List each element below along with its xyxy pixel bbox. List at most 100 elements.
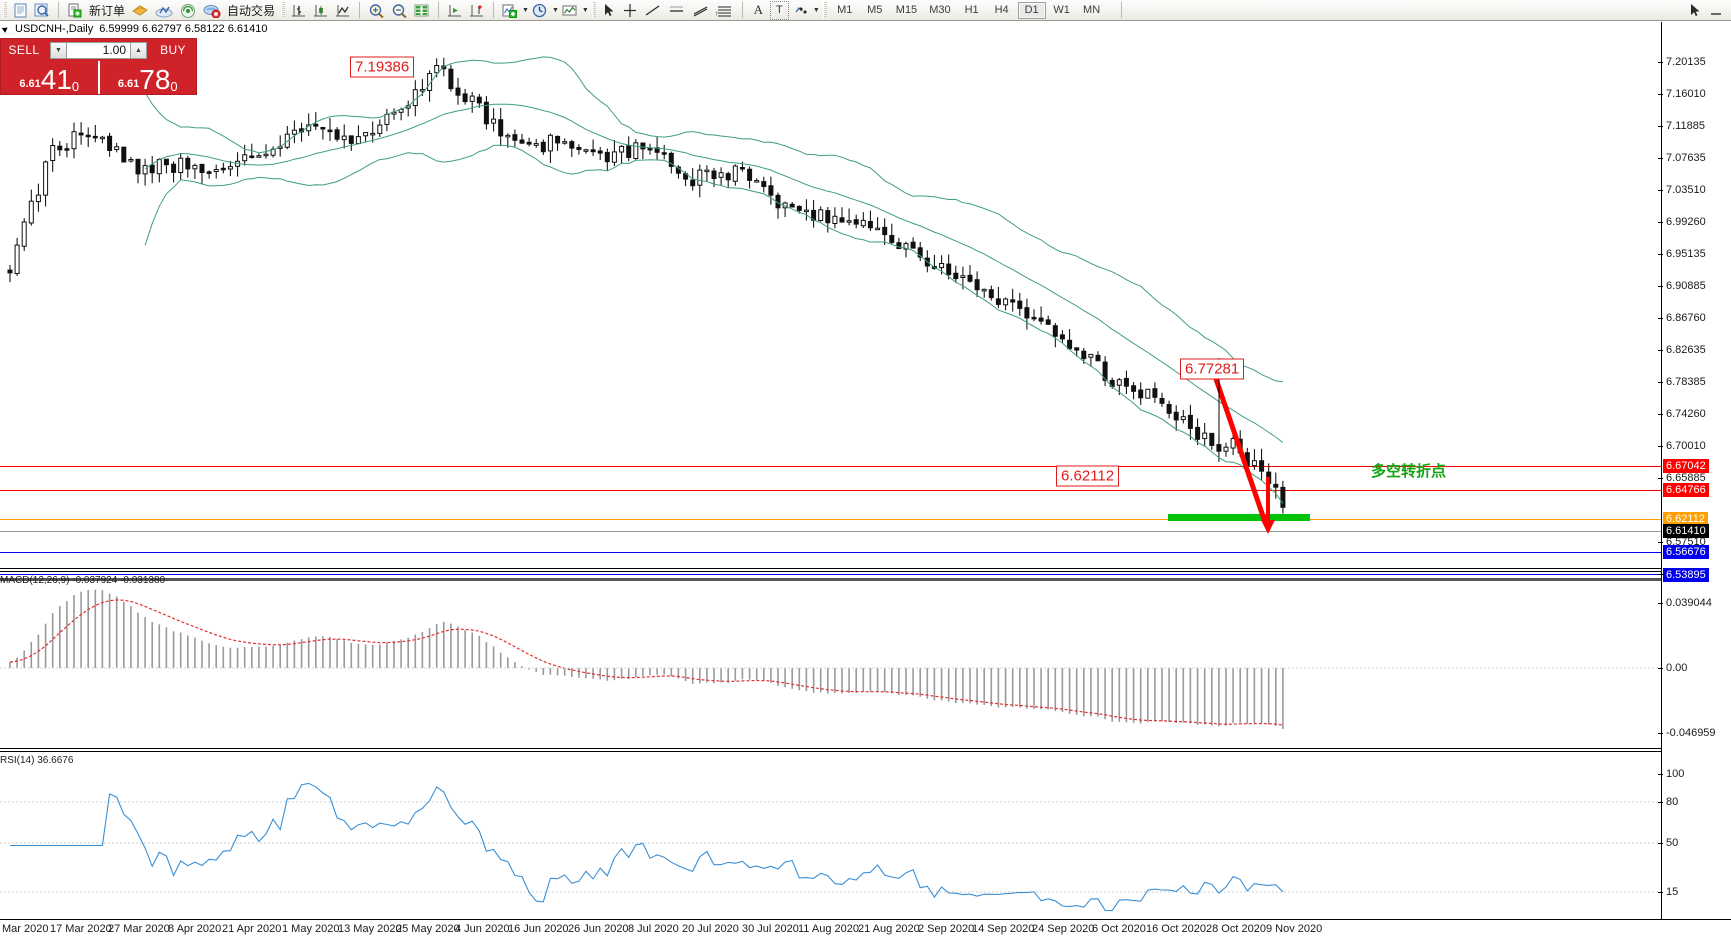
text-icon[interactable]: A [749, 1, 768, 20]
support-line-3[interactable] [0, 578, 1661, 581]
volume-stepper[interactable]: ▼ 1.00 ▲ [50, 41, 147, 59]
buy-price[interactable]: 6.61 78 0 [97, 61, 197, 94]
timeframe-m5[interactable]: M5 [867, 4, 883, 16]
price-scale-highlight[interactable]: 6.53895 [1663, 568, 1709, 582]
pane-separator-macd-2 [0, 571, 1661, 572]
trendline-icon[interactable] [642, 1, 664, 20]
toolbar-grip-2[interactable] [281, 2, 286, 18]
price-tick [1658, 446, 1663, 447]
support-line-1[interactable] [0, 552, 1661, 553]
objects-icon[interactable] [791, 1, 811, 20]
current-price-line[interactable] [0, 531, 1661, 532]
timeframe-m30[interactable]: M30 [929, 4, 951, 16]
timeframe-h4[interactable]: H4 [994, 4, 1009, 16]
objects-dropdown-arrow[interactable]: ▼ [812, 6, 820, 14]
pivot-line[interactable] [0, 519, 1661, 520]
price-scale-label: 6.95135 [1666, 248, 1706, 260]
new-order-icon[interactable] [65, 1, 85, 20]
text-label-icon[interactable]: T [769, 0, 789, 20]
candlestick-chart-icon[interactable] [311, 1, 331, 20]
price-label-support[interactable]: 6.62112 [1056, 465, 1120, 487]
symbol-info-line: USDCNH-,Daily 6.59999 6.62797 6.58122 6.… [0, 22, 267, 36]
timeframe-h1[interactable]: H1 [964, 4, 979, 16]
cursor-icon[interactable] [600, 1, 619, 20]
zoom-out-icon[interactable] [389, 1, 410, 20]
period-dropdown-arrow[interactable]: ▼ [551, 6, 559, 14]
price-scale-highlight[interactable]: 6.64766 [1663, 483, 1709, 497]
timeframe-group: M1 M5 M15 M30 H1 H4 D1 W1 MN [830, 1, 1107, 19]
timeframe-d1[interactable]: D1 [1017, 1, 1046, 19]
price-label-swing[interactable]: 6.77281 [1180, 358, 1245, 380]
autotrading-label[interactable]: 自动交易 [227, 3, 276, 18]
price-candles [7, 56, 1286, 514]
toolbar-grip-3[interactable] [591, 2, 596, 18]
chart-shift-icon[interactable] [445, 1, 465, 20]
templates-dropdown-arrow[interactable]: ▼ [581, 6, 589, 14]
price-scale-label: 7.16010 [1666, 88, 1706, 100]
buy-button[interactable]: BUY [160, 43, 186, 57]
text-icon-glyph: A [753, 2, 764, 17]
indicators-dropdown-arrow[interactable]: ▼ [522, 6, 529, 14]
new-order-label[interactable]: 新订单 [89, 3, 126, 18]
period-icon[interactable] [530, 1, 550, 20]
price-tick [1658, 542, 1663, 543]
price-scale-highlight[interactable]: 6.67042 [1663, 459, 1709, 473]
one-click-trading-prices: 6.61 41 0 6.61 78 0 [1, 61, 196, 94]
volume-decrease-button[interactable]: ▼ [50, 41, 67, 59]
timeframe-w1[interactable]: W1 [1053, 4, 1070, 16]
new-window-icon[interactable] [11, 1, 30, 20]
price-scale-label: 6.99260 [1666, 216, 1706, 228]
sell-price[interactable]: 6.61 41 0 [1, 61, 98, 94]
line-chart-icon[interactable] [333, 1, 353, 20]
data-window-icon[interactable] [412, 1, 432, 20]
timeframe-m15[interactable]: M15 [895, 4, 918, 16]
minimize-icon[interactable] [1706, 1, 1726, 20]
autotrading-icon[interactable] [201, 1, 223, 20]
crosshair-icon[interactable] [621, 1, 640, 20]
price-scale-label: 6.70010 [1666, 440, 1706, 452]
price-tick [1658, 286, 1663, 287]
bar-chart-icon[interactable] [289, 1, 309, 20]
macd-tick [1658, 603, 1663, 604]
mql5-community-icon[interactable] [129, 1, 151, 20]
sell-button[interactable]: SELL [8, 43, 40, 57]
price-scale-label: 6.86760 [1666, 312, 1706, 324]
price-label-high[interactable]: 7.19386 [350, 56, 415, 78]
rsi-tick [1658, 774, 1663, 775]
price-scale-highlight[interactable]: 6.56676 [1663, 545, 1709, 559]
pane-separator-macd [0, 568, 1661, 569]
toolbar-grip[interactable] [3, 2, 7, 18]
arrow-cursor-icon[interactable] [1685, 1, 1704, 20]
rsi-scale-label: 50 [1666, 837, 1679, 849]
signals-icon[interactable] [177, 1, 199, 20]
volume-increase-button[interactable]: ▲ [130, 41, 147, 59]
templates-icon[interactable] [560, 1, 580, 20]
macd-scale-label: -0.046959 [1666, 727, 1716, 739]
price-scale-highlight[interactable]: 6.61410 [1663, 524, 1709, 538]
horizontal-line-icon[interactable] [666, 1, 688, 20]
one-click-trading-panel[interactable]: SELL ▼ 1.00 ▲ BUY 6.61 41 0 6.61 78 0 [0, 38, 197, 95]
fibonacci-icon[interactable]: ᶠ [714, 1, 736, 20]
equidistant-channel-icon[interactable] [690, 1, 712, 20]
macd-scale-label: 0.039044 [1666, 597, 1712, 609]
indicators-icon[interactable] [500, 1, 520, 20]
volume-input[interactable]: 1.00 [67, 41, 130, 59]
chart-canvas[interactable]: MACD(12,26,9) -0.037924 -0.031380 RSI(14… [0, 22, 1731, 941]
price-scale-highlight[interactable]: 6.62112 [1663, 512, 1708, 526]
zoom-in-icon[interactable] [366, 1, 387, 20]
strategy-tester-icon[interactable] [153, 1, 175, 20]
price-tick [1658, 574, 1663, 575]
timeframe-mn[interactable]: MN [1083, 4, 1101, 16]
date-label: 21 Apr 2020 [222, 923, 282, 935]
price-tick [1658, 414, 1663, 415]
date-label: Mar 2020 [2, 923, 49, 935]
sell-price-fraction: 0 [71, 79, 80, 94]
support-line-2[interactable] [0, 574, 1661, 575]
market-watch-icon[interactable] [32, 1, 52, 20]
resistance-line-2[interactable] [0, 490, 1661, 491]
toolbar-grip-4[interactable] [822, 2, 827, 18]
auto-scroll-icon[interactable] [467, 1, 487, 20]
timeframe-m1[interactable]: M1 [837, 4, 853, 16]
turning-point-note[interactable]: 多空转折点 [1371, 462, 1447, 480]
